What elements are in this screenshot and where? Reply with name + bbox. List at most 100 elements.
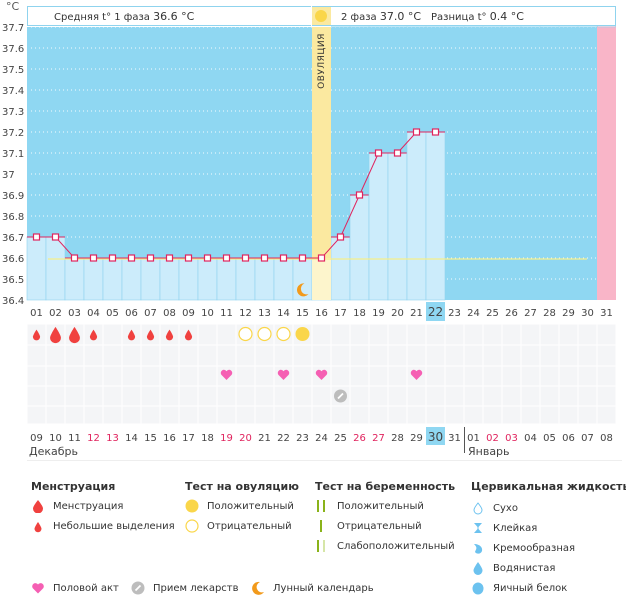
- x-tick-label: 20: [391, 308, 404, 319]
- symptom-cell: [369, 324, 388, 345]
- heart-icon: [410, 369, 423, 380]
- calendar-date-label: 27: [372, 433, 385, 444]
- month-underline: [27, 460, 622, 461]
- legend-medication: Прием лекарств: [131, 581, 239, 595]
- heart-icon: [31, 581, 45, 595]
- symptom-cell: [388, 345, 407, 366]
- x-tick-label: 07: [144, 308, 157, 319]
- symptom-cell: [103, 386, 122, 406]
- symptom-cell: [521, 324, 540, 345]
- temperature-point: [336, 233, 345, 241]
- calendar-date-label: 21: [258, 433, 271, 444]
- temperature-point: [32, 233, 41, 241]
- creamy-drop-icon: [471, 541, 485, 555]
- symptom-cell: [578, 366, 597, 386]
- symptom-cell: [65, 366, 84, 386]
- moon-icon: [251, 581, 265, 595]
- diff-label: Разница t°: [431, 12, 487, 23]
- legend-cervical-watery: Водянистая: [471, 561, 555, 575]
- ovulation-test-negative-icon: [276, 326, 291, 342]
- symptom-cell: [46, 386, 65, 406]
- temperature-bar: [121, 257, 142, 301]
- y-tick-label: 36.4: [2, 296, 24, 307]
- temperature-point: [108, 254, 117, 262]
- today-date-highlight: [426, 427, 445, 445]
- calendar-date-label: 02: [486, 433, 499, 444]
- current-day-highlight: [426, 302, 445, 321]
- drop-filled-icon: [471, 561, 485, 575]
- y-tick-label: 37: [2, 170, 15, 181]
- symptom-cell: [84, 386, 103, 406]
- symptom-cell: [540, 324, 559, 345]
- drop-small-icon: [31, 519, 45, 533]
- month-december: Декабрь: [29, 445, 78, 458]
- symptom-cell: [141, 345, 160, 366]
- x-tick-label: 01: [30, 308, 43, 319]
- legend-cervical-sticky: Клейкая: [471, 521, 537, 535]
- calendar-date-label: 10: [49, 433, 62, 444]
- symptom-cell: [160, 366, 179, 386]
- symptom-cell: [103, 366, 122, 386]
- temperature-point: [89, 254, 98, 262]
- temperature-bar: [425, 131, 446, 301]
- x-tick-label: 22: [428, 305, 443, 319]
- calendar-date-label: 03: [505, 433, 518, 444]
- symptom-cell: [122, 366, 141, 386]
- temperature-bar: [26, 236, 47, 301]
- hourglass-icon: [471, 521, 485, 535]
- symptom-cell: [179, 345, 198, 366]
- legend-ovulation-test-title: Тест на овуляцию: [185, 480, 299, 493]
- ovulation-column-bottom: [312, 258, 331, 300]
- symptom-cell: [350, 386, 369, 406]
- symptom-cell: [274, 406, 293, 424]
- legend-ovulation-positive: Положительный: [185, 499, 294, 513]
- calendar-date-label: 06: [562, 433, 575, 444]
- ovulation-test-positive-icon: [295, 327, 310, 341]
- legend-label: Прием лекарств: [153, 582, 239, 594]
- legend-label: Яичный белок: [493, 582, 568, 594]
- x-tick-label: 03: [68, 308, 81, 319]
- symptom-cell: [141, 366, 160, 386]
- temperature-bar: [178, 257, 199, 301]
- calendar-date-label: 15: [144, 433, 157, 444]
- symptom-cell: [46, 366, 65, 386]
- symptom-cell: [141, 406, 160, 424]
- calendar-date-label: 28: [391, 433, 404, 444]
- symptom-cell: [198, 345, 217, 366]
- legend-label: Половой акт: [53, 582, 119, 594]
- y-tick-label: 37.6: [2, 44, 24, 55]
- symptom-cell: [179, 406, 198, 424]
- y-tick-label: 37.1: [2, 149, 24, 160]
- ovulation-sun-icon: [315, 10, 327, 22]
- calendar-date-label: 01: [467, 433, 480, 444]
- calendar-date-label: 29: [410, 433, 423, 444]
- symptom-cell: [217, 345, 236, 366]
- drop-large-icon: [31, 499, 45, 514]
- symptom-cell: [445, 324, 464, 345]
- symptom-cell: [198, 366, 217, 386]
- phase1-header: Средняя t° 1 фаза 36.6 °C: [27, 6, 311, 26]
- x-tick-label: 09: [182, 308, 195, 319]
- two-lines-icon: [315, 499, 329, 513]
- egg-icon: [471, 581, 485, 595]
- symptom-cell: [483, 366, 502, 386]
- temperature-point: [184, 254, 193, 262]
- x-tick-label: 12: [239, 308, 252, 319]
- symptom-cell: [426, 345, 445, 366]
- y-tick-label: 36.7: [2, 233, 24, 244]
- legend-menstruation-title: Менструация: [31, 480, 116, 493]
- moon-icon: [296, 283, 309, 297]
- symptom-cell: [388, 386, 407, 406]
- symptom-cell: [312, 345, 331, 366]
- calendar-date-label: 25: [334, 433, 347, 444]
- temperature-bar: [64, 257, 85, 301]
- temperature-bar: [406, 131, 427, 301]
- symptom-cell: [331, 406, 350, 424]
- y-tick-label: 36.6: [2, 254, 24, 265]
- symptom-cell: [27, 406, 46, 424]
- legend-pregnancy-faint: Слабоположительный: [315, 539, 455, 553]
- symptom-cell: [483, 386, 502, 406]
- menstruation-drop-icon: [165, 329, 174, 341]
- temperature-bar: [254, 257, 275, 301]
